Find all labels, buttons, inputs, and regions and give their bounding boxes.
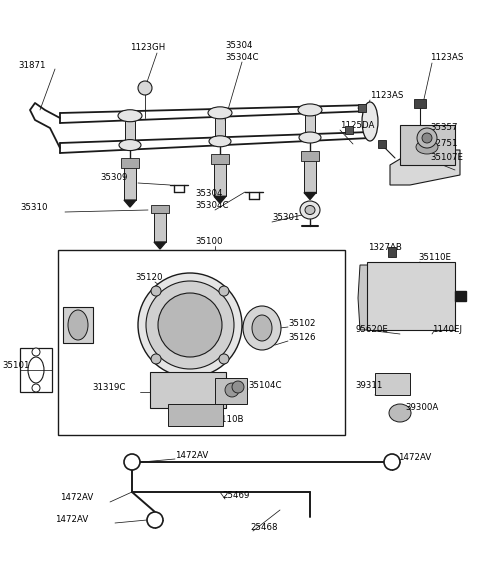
Ellipse shape bbox=[252, 315, 272, 341]
Polygon shape bbox=[358, 265, 370, 330]
Ellipse shape bbox=[298, 104, 322, 116]
Ellipse shape bbox=[362, 102, 378, 141]
Text: 1472AV: 1472AV bbox=[60, 493, 93, 503]
Bar bbox=[121, 158, 139, 168]
Text: 1125DA: 1125DA bbox=[340, 121, 374, 130]
Polygon shape bbox=[390, 150, 460, 185]
Text: 35102: 35102 bbox=[288, 319, 315, 328]
Ellipse shape bbox=[300, 201, 320, 219]
Bar bbox=[211, 154, 229, 164]
Ellipse shape bbox=[305, 206, 315, 214]
Text: 35304: 35304 bbox=[195, 189, 223, 199]
Ellipse shape bbox=[416, 140, 438, 154]
Circle shape bbox=[32, 384, 40, 392]
Text: 1123GH: 1123GH bbox=[130, 43, 165, 53]
Ellipse shape bbox=[118, 110, 142, 122]
Bar bbox=[150, 372, 226, 408]
Text: 35110B: 35110B bbox=[210, 415, 243, 424]
Ellipse shape bbox=[209, 136, 231, 146]
Bar bbox=[215, 118, 225, 137]
Bar bbox=[378, 140, 386, 148]
Text: 1123AS: 1123AS bbox=[430, 53, 463, 63]
Bar bbox=[375, 373, 410, 395]
Text: 1123AS: 1123AS bbox=[370, 90, 403, 100]
Text: 35304C: 35304C bbox=[195, 202, 228, 210]
Text: 1472AV: 1472AV bbox=[55, 516, 88, 524]
Circle shape bbox=[32, 348, 40, 356]
Text: 32751: 32751 bbox=[430, 138, 457, 148]
Polygon shape bbox=[304, 193, 316, 199]
Text: 1140EJ: 1140EJ bbox=[432, 325, 462, 335]
Text: 35304: 35304 bbox=[225, 40, 252, 49]
Text: 1327AB: 1327AB bbox=[368, 244, 402, 253]
Bar bbox=[388, 247, 396, 257]
Circle shape bbox=[158, 293, 222, 357]
Ellipse shape bbox=[389, 404, 411, 422]
Bar bbox=[358, 104, 366, 112]
Text: 35101: 35101 bbox=[2, 360, 29, 370]
Polygon shape bbox=[214, 196, 226, 203]
Bar bbox=[154, 210, 166, 242]
Circle shape bbox=[151, 354, 161, 364]
Bar bbox=[58, 250, 345, 435]
Bar bbox=[455, 291, 466, 301]
Bar bbox=[305, 115, 315, 132]
Circle shape bbox=[146, 281, 234, 369]
Bar bbox=[301, 151, 319, 161]
Text: 25469: 25469 bbox=[222, 492, 250, 500]
Circle shape bbox=[124, 454, 140, 470]
Circle shape bbox=[219, 286, 229, 296]
Ellipse shape bbox=[232, 381, 244, 393]
Bar bbox=[151, 205, 169, 213]
Circle shape bbox=[138, 81, 152, 95]
Text: 1472AV: 1472AV bbox=[398, 452, 431, 462]
Bar bbox=[414, 99, 426, 108]
Text: 1472AV: 1472AV bbox=[175, 451, 208, 459]
Ellipse shape bbox=[225, 383, 239, 397]
Text: 35100: 35100 bbox=[195, 237, 223, 247]
Text: 35126: 35126 bbox=[288, 332, 315, 342]
Bar bbox=[215, 378, 247, 404]
Text: 39311: 39311 bbox=[355, 381, 383, 390]
Text: 35301: 35301 bbox=[272, 213, 300, 223]
Ellipse shape bbox=[299, 132, 321, 143]
Text: 39300A: 39300A bbox=[405, 404, 438, 413]
Bar bbox=[125, 121, 135, 140]
Bar bbox=[168, 404, 223, 426]
Polygon shape bbox=[154, 242, 166, 249]
Text: 35357: 35357 bbox=[430, 124, 457, 132]
Bar bbox=[124, 165, 136, 200]
Text: 25468: 25468 bbox=[250, 523, 277, 533]
Circle shape bbox=[147, 512, 163, 528]
Text: 35104C: 35104C bbox=[248, 380, 281, 390]
Bar bbox=[214, 161, 226, 196]
Circle shape bbox=[219, 354, 229, 364]
Bar bbox=[367, 262, 455, 330]
Circle shape bbox=[417, 128, 437, 148]
Bar bbox=[345, 126, 353, 134]
Text: 35107E: 35107E bbox=[430, 152, 463, 162]
Text: 35310: 35310 bbox=[20, 203, 48, 213]
Circle shape bbox=[422, 133, 432, 143]
Text: 35304C: 35304C bbox=[225, 53, 259, 62]
Text: 35110E: 35110E bbox=[418, 254, 451, 263]
Ellipse shape bbox=[119, 139, 141, 151]
Bar bbox=[63, 307, 93, 343]
Ellipse shape bbox=[68, 310, 88, 340]
Text: 35309: 35309 bbox=[100, 173, 127, 182]
Ellipse shape bbox=[208, 107, 232, 119]
Text: 35120: 35120 bbox=[135, 274, 163, 282]
Circle shape bbox=[138, 273, 242, 377]
Bar bbox=[304, 158, 316, 193]
Bar bbox=[20, 348, 52, 392]
Text: 31319C: 31319C bbox=[92, 383, 125, 393]
Circle shape bbox=[384, 454, 400, 470]
Bar bbox=[400, 125, 455, 165]
Polygon shape bbox=[124, 200, 136, 207]
Text: 95620E: 95620E bbox=[355, 325, 388, 335]
Text: 31871: 31871 bbox=[18, 60, 46, 70]
Circle shape bbox=[151, 286, 161, 296]
Ellipse shape bbox=[243, 306, 281, 350]
